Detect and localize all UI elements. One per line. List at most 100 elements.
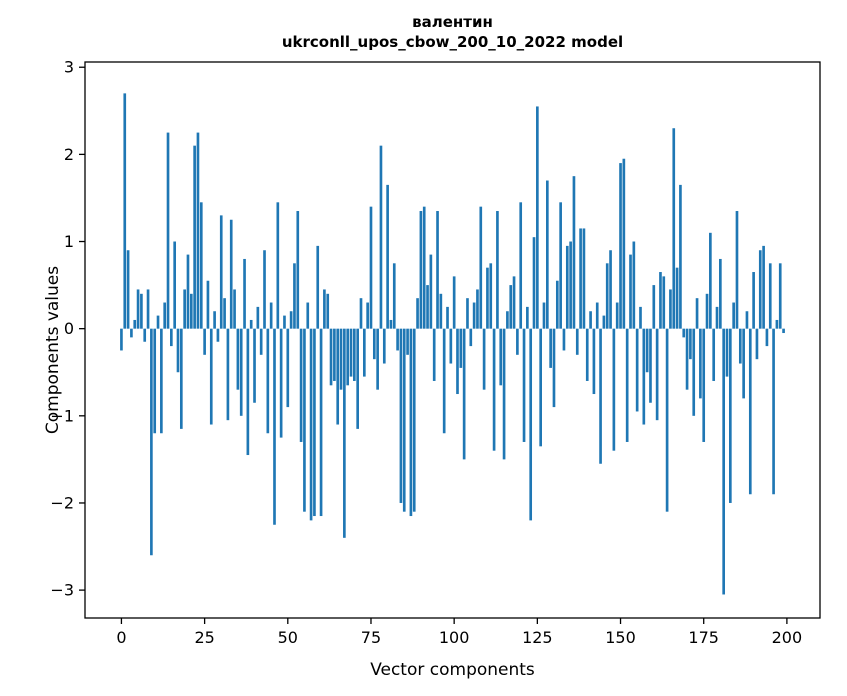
bar — [369, 206, 373, 329]
bar — [539, 328, 542, 447]
bar — [293, 263, 296, 329]
bar — [363, 328, 366, 377]
bar — [605, 263, 609, 329]
bar — [426, 285, 429, 329]
bar — [319, 328, 323, 517]
bar — [416, 298, 419, 329]
y-tick-label: −2 — [50, 493, 74, 512]
bar — [213, 311, 216, 329]
bar — [313, 328, 316, 517]
bar — [649, 328, 652, 403]
x-tick-label: 150 — [605, 628, 636, 647]
bar — [735, 211, 739, 329]
bar — [472, 302, 476, 329]
bar — [269, 302, 273, 329]
x-tick-label: 175 — [688, 628, 719, 647]
bar — [662, 276, 666, 329]
bar — [133, 319, 137, 329]
bar — [695, 298, 699, 329]
bar — [489, 263, 493, 329]
bar — [595, 302, 599, 329]
bar — [196, 132, 200, 329]
bar — [669, 289, 672, 329]
bar — [452, 276, 456, 329]
bar — [612, 328, 616, 451]
bar — [482, 328, 486, 390]
bar — [685, 328, 689, 390]
bar — [130, 328, 133, 338]
bar — [179, 328, 183, 429]
bar — [153, 328, 157, 434]
bar — [136, 289, 140, 329]
bar — [615, 302, 619, 329]
bar — [336, 328, 340, 425]
bar — [299, 328, 303, 442]
bar — [306, 302, 310, 329]
bar — [512, 276, 516, 329]
y-tick-label: −1 — [50, 406, 74, 425]
bar — [176, 328, 180, 373]
bar — [283, 315, 286, 329]
bar — [536, 106, 539, 329]
y-tick-label: 3 — [64, 58, 74, 77]
bar — [522, 328, 526, 442]
bar — [343, 328, 346, 538]
bar — [216, 328, 220, 342]
bar — [772, 328, 775, 495]
bar — [562, 328, 566, 351]
bar — [286, 328, 290, 408]
bar — [229, 219, 233, 329]
bar — [409, 328, 413, 517]
bar — [442, 328, 446, 434]
bar — [259, 328, 263, 355]
bar — [526, 306, 529, 329]
bar — [692, 328, 696, 416]
bar — [758, 250, 762, 329]
bar — [509, 285, 513, 329]
bar — [459, 328, 463, 368]
bar — [778, 263, 782, 329]
bar — [659, 272, 662, 329]
bar — [189, 293, 193, 329]
bar — [203, 328, 206, 355]
bar — [333, 328, 336, 381]
x-tick-label: 100 — [439, 628, 470, 647]
x-tick-label: 50 — [278, 628, 298, 647]
bar — [755, 328, 759, 360]
bar — [579, 228, 582, 329]
bar — [582, 228, 586, 329]
bar — [276, 202, 280, 329]
bar — [150, 328, 153, 556]
bar — [575, 328, 579, 355]
y-tick-label: −3 — [50, 581, 74, 600]
bar — [432, 328, 436, 381]
bar — [768, 263, 772, 329]
bar — [233, 289, 236, 329]
bar — [419, 211, 423, 329]
bar — [549, 328, 552, 368]
bar — [146, 289, 150, 329]
bar — [632, 241, 636, 329]
bar — [546, 180, 549, 329]
bar — [679, 184, 682, 329]
bar — [629, 254, 632, 329]
bar — [486, 267, 489, 329]
bar — [173, 241, 176, 329]
bar — [712, 328, 716, 381]
bar — [602, 315, 606, 329]
bar — [263, 250, 266, 329]
bar — [376, 328, 379, 390]
bar — [366, 302, 369, 329]
bar — [316, 245, 320, 329]
bar — [456, 328, 459, 395]
bar — [622, 158, 626, 329]
bar — [239, 328, 243, 416]
x-tick-label: 125 — [522, 628, 553, 647]
bar — [765, 328, 769, 347]
bar — [266, 328, 270, 434]
bar — [123, 93, 127, 329]
bar — [170, 328, 173, 347]
bar — [422, 206, 426, 329]
